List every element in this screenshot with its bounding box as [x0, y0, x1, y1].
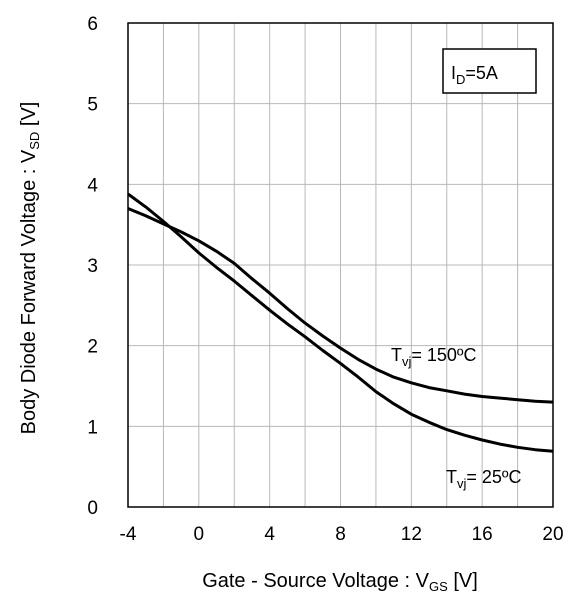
x-tick-label: 4: [264, 524, 275, 545]
series-line-1: [127, 192, 554, 453]
condition-box-label: ID=5A: [451, 63, 498, 87]
y-tick-label: 2: [87, 337, 98, 358]
y-axis-title: Body Diode Forward Voltage : VSD [V]: [18, 102, 42, 435]
x-tick-label: 12: [401, 524, 422, 545]
y-tick-label: 4: [87, 175, 98, 196]
y-tick-label: 5: [87, 95, 98, 116]
x-tick-label: 0: [194, 524, 205, 545]
series-label-25c: Tvj= 25ºC: [446, 467, 522, 491]
y-tick-labels: 0 1 2 3 4 5 6: [87, 14, 98, 519]
x-tick-labels: -4 0 4 8 12 16 20: [120, 524, 564, 545]
series-label-150c: Tvj= 150ºC: [391, 345, 477, 369]
y-tick-label: 1: [87, 417, 98, 438]
y-tick-label: 3: [87, 256, 98, 277]
x-tick-label: -4: [120, 524, 137, 545]
y-tick-label: 0: [87, 498, 98, 519]
y-tick-label: 6: [87, 14, 98, 35]
x-tick-label: 8: [335, 524, 346, 545]
x-tick-label: 16: [472, 524, 493, 545]
x-tick-label: 20: [542, 524, 563, 545]
grid-minor: [128, 23, 553, 507]
plot-frame: [127, 22, 554, 508]
series-lines: [127, 192, 554, 453]
series-line-0: [127, 207, 554, 404]
x-axis-title: Gate - Source Voltage : VGS [V]: [202, 570, 478, 594]
condition-box-frame: [442, 48, 537, 94]
condition-box: ID=5A: [442, 48, 537, 94]
